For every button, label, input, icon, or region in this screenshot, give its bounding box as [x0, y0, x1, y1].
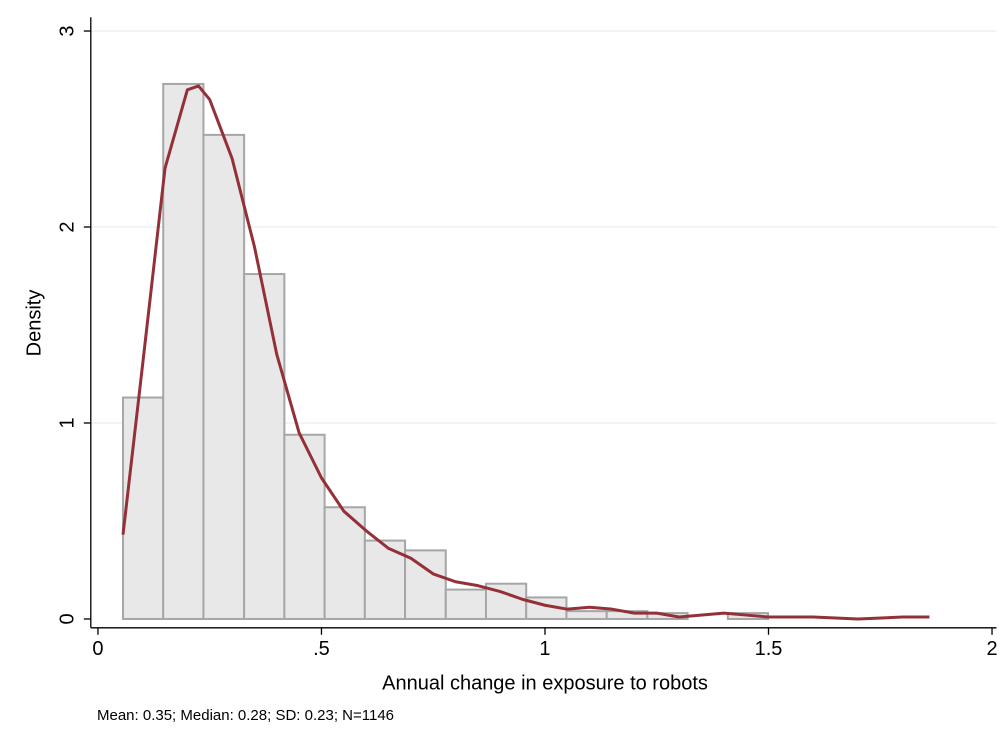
- bar: [162, 82, 205, 620]
- y-tick-label: 0: [56, 613, 78, 624]
- bar: [283, 433, 326, 620]
- y-axis-title: Density: [23, 290, 45, 357]
- bar: [121, 396, 165, 620]
- x-tick-label: 1.5: [755, 638, 783, 660]
- density-curve: [121, 84, 930, 621]
- x-tick-label: 0: [92, 638, 103, 660]
- bar: [404, 549, 447, 620]
- bar: [565, 610, 608, 620]
- x-tick-label: .5: [313, 638, 330, 660]
- bar: [444, 588, 487, 620]
- y-tick-label: 3: [56, 25, 78, 36]
- bar: [323, 506, 366, 620]
- y-tick-label: 1: [56, 417, 78, 428]
- bar: [202, 133, 246, 620]
- x-tick-label: 1: [539, 638, 550, 660]
- x-axis-title: Annual change in exposure to robots: [382, 672, 708, 694]
- y-tick-label: 2: [56, 221, 78, 232]
- bar: [243, 273, 286, 620]
- x-tick-label: 2: [986, 638, 997, 660]
- note: Mean: 0.35; Median: 0.28; SD: 0.23; N=11…: [97, 707, 394, 724]
